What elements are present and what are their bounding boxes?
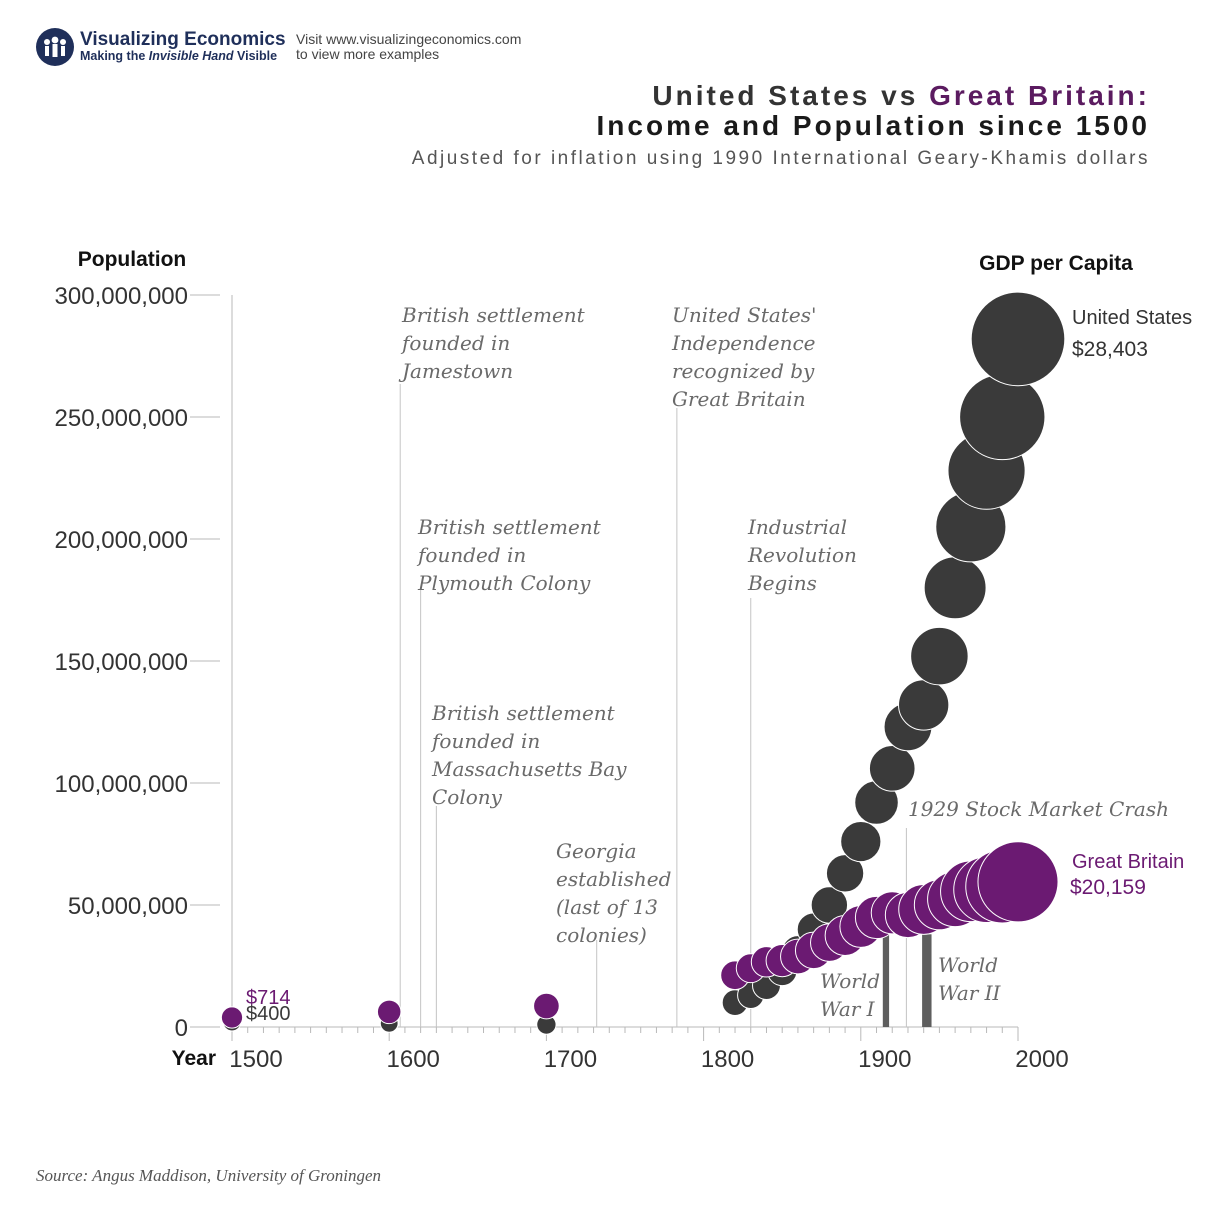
us-series-name: United States	[1072, 307, 1192, 329]
annotation-label: Massachusetts Bay	[431, 757, 627, 781]
annotation-label: Revolution	[747, 543, 857, 567]
gb-end-value: $20,159	[1070, 876, 1146, 899]
gb-series-name: Great Britain	[1072, 851, 1184, 873]
us-bubble	[959, 373, 1046, 461]
x-tick-label: 1600	[387, 1046, 440, 1073]
size-legend-title: GDP per Capita	[979, 252, 1133, 275]
visit-line-1: Visit www.visualizingeconomics.com	[296, 31, 522, 47]
gb-bubble	[533, 992, 560, 1020]
chart-subtitle: Adjusted for inflation using 1990 Intern…	[411, 148, 1150, 169]
y-tick-label: 0	[175, 1015, 188, 1042]
title-line-2: Income and Population since 1500	[596, 110, 1150, 141]
logo-title: Visualizing Economics	[80, 29, 286, 51]
gb-bubble	[220, 1006, 244, 1029]
annotation-label: Colony	[432, 785, 503, 809]
x-tick-label: 1500	[229, 1046, 282, 1073]
us-end-value: $28,403	[1072, 338, 1148, 361]
y-tick-label: 300,000,000	[55, 283, 188, 310]
y-tick-label: 100,000,000	[55, 771, 188, 798]
gb-bubble	[977, 841, 1059, 923]
annotation-label: Plymouth Colony	[417, 571, 591, 595]
people-logo-icon	[36, 28, 74, 66]
war-label: World	[820, 969, 880, 993]
visit-line-2: to view more examples	[296, 45, 440, 62]
war-bar	[922, 934, 932, 1027]
war-bar	[882, 934, 890, 1027]
annotation-label: Industrial	[747, 515, 847, 539]
annotation-label: British settlement	[431, 701, 616, 725]
annotation-label: founded in	[416, 543, 526, 567]
y-tick-label: 250,000,000	[55, 405, 188, 432]
war-label: World	[938, 953, 998, 977]
annotation-label: Georgia	[556, 839, 637, 863]
title-line-1: United States vs Great Britain:	[652, 80, 1150, 111]
gb-bubble	[376, 999, 402, 1025]
logo-tagline: Making the Invisible Hand Visible	[80, 49, 278, 64]
chart-title: United States vs Great Britain: Income a…	[412, 80, 1150, 170]
annotation-label: established	[556, 867, 671, 891]
annotation-label: British settlement	[401, 303, 586, 327]
x-tick-label: 1700	[544, 1046, 597, 1073]
brand-logo: Visualizing Economics Making the Invisib…	[36, 28, 286, 66]
annotation-label: Great Britain	[672, 387, 806, 411]
visit-link[interactable]: Visit www.visualizingeconomics.com to vi…	[296, 32, 521, 61]
annotation-label: British settlement	[417, 515, 602, 539]
annotation-label: recognized by	[672, 359, 815, 383]
y-axis-title: Population	[78, 248, 187, 271]
annotation-label: United States'	[672, 303, 816, 327]
annotation-label: founded in	[400, 331, 510, 355]
annotation-label: founded in	[430, 729, 540, 753]
y-tick-label: 50,000,000	[68, 893, 188, 920]
source-note: Source: Angus Maddison, University of Gr…	[36, 1166, 381, 1185]
x-tick-label: 1800	[701, 1046, 754, 1073]
annotation-label: (last of 13	[556, 895, 658, 919]
gb-start-value: $714	[246, 987, 291, 1009]
y-tick-label: 150,000,000	[55, 649, 188, 676]
us-bubble	[970, 291, 1066, 387]
y-tick-label: 200,000,000	[55, 527, 188, 554]
annotation-label: 1929 Stock Market Crash	[908, 797, 1169, 821]
us-bubble	[923, 556, 987, 620]
us-bubble	[898, 679, 950, 731]
us-bubble	[840, 820, 882, 863]
us-start-value: $400	[246, 1003, 291, 1025]
x-axis-title: Year	[172, 1047, 216, 1070]
x-tick-label: 2000	[1015, 1046, 1068, 1073]
annotation-label: Begins	[747, 571, 817, 595]
x-tick-label: 1900	[858, 1046, 911, 1073]
war-label: War I	[820, 997, 876, 1021]
us-bubble	[868, 745, 916, 792]
war-label: War II	[938, 981, 1002, 1005]
annotation-label: colonies)	[556, 923, 647, 947]
us-bubble	[910, 626, 969, 686]
annotation-label: Independence	[671, 331, 816, 355]
annotation-label: Jamestown	[398, 359, 513, 383]
